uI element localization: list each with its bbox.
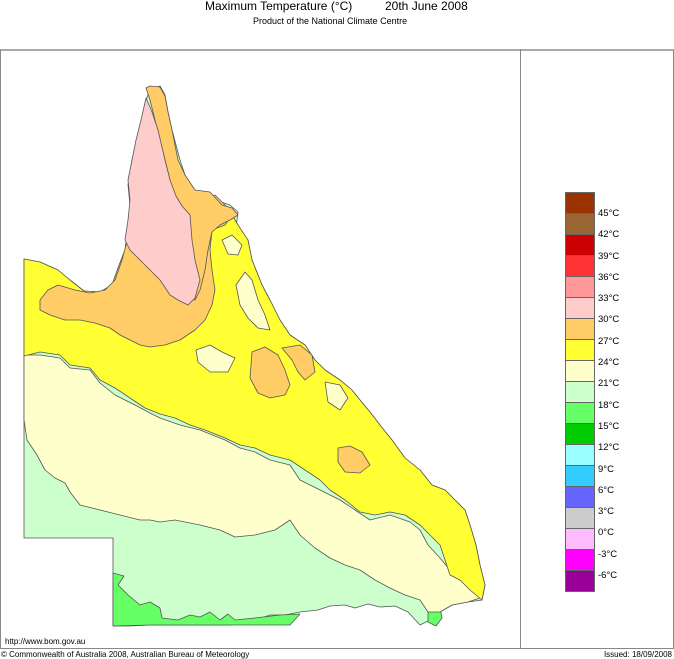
bom-url-link[interactable]: http://www.bom.gov.au bbox=[5, 637, 86, 646]
zone-30-33 bbox=[124, 97, 201, 306]
legend-swatch bbox=[565, 277, 595, 298]
zone-21-24-pocket-2 bbox=[235, 271, 271, 331]
legend-swatch bbox=[565, 445, 595, 466]
zone-27-30-inland-2 bbox=[281, 344, 316, 381]
legend-label: 27°C bbox=[598, 335, 620, 347]
zone-27-30-inland-3 bbox=[337, 445, 371, 474]
legend-swatch bbox=[565, 529, 595, 550]
legend-label: 24°C bbox=[598, 357, 620, 369]
legend-label: -3°C bbox=[598, 548, 618, 560]
legend-label: -6°C bbox=[598, 570, 618, 582]
legend-label: 3°C bbox=[598, 506, 614, 518]
legend-swatch bbox=[565, 340, 595, 361]
issued-date: Issued: 18/09/2008 bbox=[603, 650, 672, 659]
zone-15-18 bbox=[112, 572, 301, 627]
legend-label: 15°C bbox=[598, 420, 620, 432]
legend-swatch bbox=[565, 466, 595, 487]
legend-label: 42°C bbox=[598, 229, 620, 241]
legend-swatch bbox=[565, 550, 595, 571]
legend-swatch bbox=[565, 424, 595, 445]
legend-swatch bbox=[565, 235, 595, 256]
temperature-legend bbox=[565, 192, 595, 592]
legend-swatch bbox=[565, 192, 595, 214]
legend-swatch bbox=[565, 256, 595, 277]
legend-label: 18°C bbox=[598, 399, 620, 411]
legend-label: 6°C bbox=[598, 484, 614, 496]
legend-label: 39°C bbox=[598, 250, 620, 262]
legend-swatch bbox=[565, 382, 595, 403]
legend-swatch bbox=[565, 361, 595, 382]
legend-swatch bbox=[565, 508, 595, 529]
legend-swatch bbox=[565, 487, 595, 508]
queensland-temperature-map bbox=[23, 85, 486, 627]
zone-21-24 bbox=[23, 354, 481, 613]
zone-21-24-pocket-3 bbox=[221, 234, 243, 256]
map-date: 20th June 2008 bbox=[385, 0, 468, 13]
legend-label: 36°C bbox=[598, 271, 620, 283]
legend-label: 12°C bbox=[598, 442, 620, 454]
zone-21-24-pocket-1 bbox=[195, 344, 236, 373]
zone-27-30-inland-1 bbox=[249, 346, 291, 399]
legend-swatch bbox=[565, 571, 595, 592]
legend-swatch bbox=[565, 319, 595, 340]
map-title: Maximum Temperature (°C) bbox=[205, 0, 353, 13]
legend-label: 30°C bbox=[598, 314, 620, 326]
frame-divider bbox=[520, 49, 521, 648]
legend-label: 45°C bbox=[598, 208, 620, 219]
legend-label: 9°C bbox=[598, 463, 614, 475]
title-bar: Maximum Temperature (°C) 20th June 2008 bbox=[0, 0, 674, 14]
map-subtitle: Product of the National Climate Centre bbox=[253, 16, 408, 26]
copyright-notice: © Commonwealth of Australia 2008, Austra… bbox=[1, 650, 250, 659]
zone-21-24-pocket-4 bbox=[324, 381, 349, 411]
legend-label: 33°C bbox=[598, 293, 620, 305]
legend-labels: 45°C 42°C 39°C 36°C 33°C 30°C 27°C 24°C … bbox=[598, 208, 619, 591]
legend-swatch bbox=[565, 214, 595, 235]
legend-label: 0°C bbox=[598, 527, 614, 539]
legend-swatch bbox=[565, 298, 595, 319]
legend-label: 21°C bbox=[598, 378, 620, 390]
legend-swatch bbox=[565, 403, 595, 424]
